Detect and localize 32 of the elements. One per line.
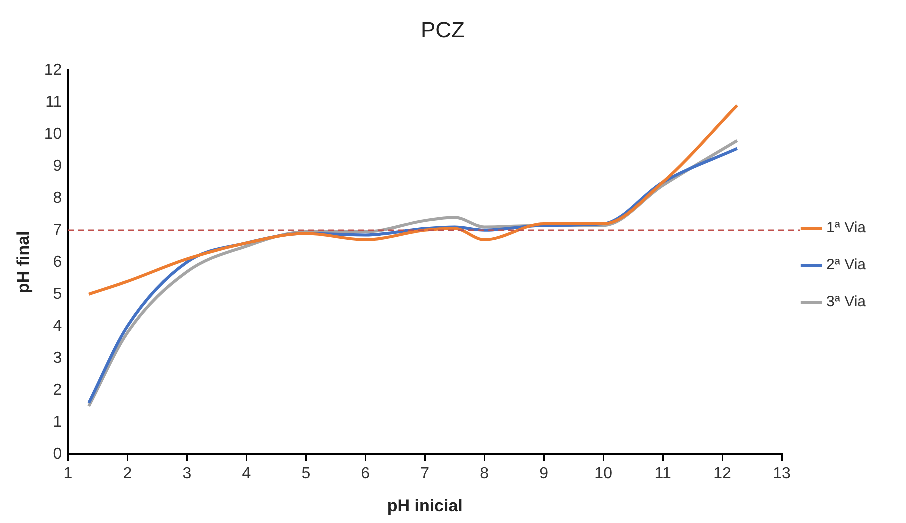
y-tick-label: 1 [53, 414, 62, 431]
y-tick-label: 11 [46, 94, 62, 111]
x-tick-label: 4 [242, 465, 252, 482]
x-tick-label: 10 [594, 465, 613, 482]
x-axis-title: pH inicial [387, 496, 463, 516]
x-tick-label: 2 [123, 465, 132, 482]
legend-label: 3ª Via [826, 294, 867, 311]
x-tick-label: 5 [302, 465, 311, 482]
y-tick-label: 6 [53, 254, 62, 271]
legend-label: 1ª Via [826, 220, 867, 237]
y-tick-label: 2 [53, 382, 62, 399]
y-tick-label: 9 [53, 158, 62, 175]
chart-title: PCZ [421, 17, 465, 42]
x-tick-label: 9 [540, 465, 549, 482]
line-series [88, 104, 739, 296]
y-axis-title: pH final [14, 231, 33, 294]
x-tick-label: 6 [361, 465, 370, 482]
x-tick-label: 8 [480, 465, 490, 482]
y-tick-label: 5 [53, 286, 62, 303]
y-tick-label: 0 [53, 446, 62, 463]
x-tick-label: 13 [773, 465, 792, 482]
x-tick-label: 12 [714, 465, 732, 482]
x-tick-label: 11 [654, 465, 672, 482]
y-tick-label: 12 [44, 62, 62, 79]
y-tick-label: 4 [53, 318, 62, 335]
legend-label: 2ª Via [826, 256, 867, 274]
y-tick-label: 10 [44, 126, 62, 143]
y-tick-label: 8 [53, 190, 62, 207]
x-tick-label: 3 [182, 465, 192, 482]
x-tick-label: 7 [420, 465, 430, 482]
y-tick-label: 7 [53, 222, 62, 239]
y-tick-label: 3 [53, 350, 62, 367]
